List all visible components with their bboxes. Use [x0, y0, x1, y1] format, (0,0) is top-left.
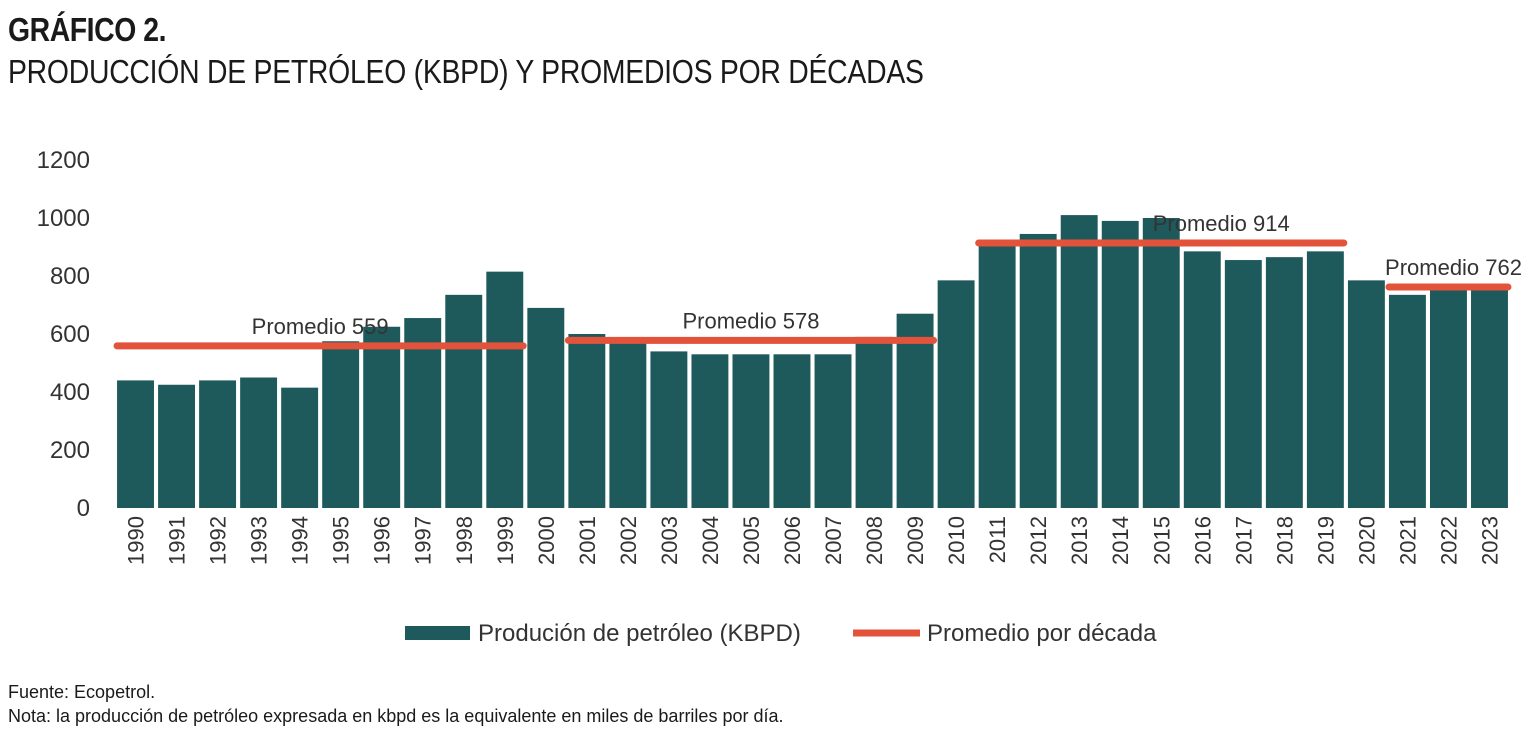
bars-group: [117, 215, 1508, 508]
bar-2014: [1101, 220, 1139, 508]
bar-1990: [117, 380, 154, 508]
x-tick-label: 2013: [1067, 516, 1092, 565]
y-tick-label: 400: [50, 379, 90, 406]
legend: Produción de petróleo (KBPD) Promedio por…: [405, 620, 1157, 647]
x-tick-label: 1994: [288, 516, 313, 565]
x-tick-label: 2012: [1026, 516, 1051, 565]
bar-1999: [486, 271, 524, 508]
x-tick-label: 2017: [1231, 516, 1256, 565]
x-tick-label: 2014: [1108, 516, 1133, 565]
bar-1992: [199, 380, 237, 508]
bar-2012: [1019, 233, 1057, 508]
x-tick-label: 2021: [1395, 516, 1420, 565]
x-tick-label: 1996: [370, 516, 395, 565]
x-tick-label: 1999: [493, 516, 518, 565]
average-label: Promedio 559: [252, 314, 389, 339]
x-tick-label: 1998: [452, 516, 477, 565]
y-tick-label: 800: [50, 263, 90, 290]
y-tick-label: 200: [50, 437, 90, 464]
x-tick-label: 1990: [124, 516, 149, 565]
x-tick-label: 2010: [944, 516, 969, 565]
y-tick-label: 1200: [37, 147, 90, 174]
bar-2010: [937, 280, 975, 508]
x-tick-label: 2022: [1436, 516, 1461, 565]
average-label: Promedio 578: [682, 308, 819, 333]
x-tick-label: 2001: [575, 516, 600, 565]
legend-label-bars: Produción de petróleo (KBPD): [478, 620, 801, 647]
x-tick-label: 2018: [1272, 516, 1297, 565]
bar-1998: [445, 294, 483, 508]
legend-label-average: Promedio por década: [927, 620, 1157, 647]
y-axis: 0 200 400 600 800 1000 1200: [37, 147, 90, 522]
bar-2020: [1347, 280, 1385, 508]
bar-1995: [322, 341, 360, 508]
x-tick-label: 2023: [1477, 516, 1502, 565]
y-tick-label: 1000: [37, 205, 90, 232]
x-tick-label: 2004: [698, 516, 723, 565]
x-tick-label: 1992: [206, 516, 231, 565]
bar-2021: [1388, 294, 1426, 508]
y-tick-label: 600: [50, 321, 90, 348]
chart-number-label: GRÁFICO 2.: [8, 11, 167, 48]
bar-2015: [1142, 218, 1180, 508]
bar-2003: [650, 351, 688, 508]
average-label: Promedio 914: [1153, 211, 1290, 236]
bar-2016: [1183, 251, 1221, 508]
bar-2002: [609, 341, 647, 508]
x-tick-label: 2002: [616, 516, 641, 565]
bar-2008: [855, 336, 893, 508]
x-tick-label: 1997: [411, 516, 436, 565]
bar-2004: [691, 354, 729, 508]
x-tick-label: 1993: [247, 516, 272, 565]
bar-2023: [1471, 284, 1508, 508]
bar-2005: [732, 354, 770, 508]
bar-1993: [240, 377, 278, 508]
average-lines-group: Promedio 559 Promedio 578 Promedio 914 Prom…: [113, 211, 1522, 350]
x-axis: 1990 1991 1992 1993 1994 1995 1996 1997 1998 1999…: [124, 516, 1503, 565]
bar-2022: [1429, 290, 1467, 508]
x-tick-label: 1991: [165, 516, 190, 565]
x-tick-label: 2008: [862, 516, 887, 565]
bar-2000: [527, 307, 565, 508]
bar-2017: [1224, 260, 1262, 508]
x-tick-label: 2015: [1149, 516, 1174, 565]
bar-1996: [363, 326, 401, 508]
x-tick-label: 2007: [821, 516, 846, 565]
x-tick-label: 2000: [534, 516, 559, 565]
x-tick-label: 1995: [329, 516, 354, 565]
x-tick-label: 2016: [1190, 516, 1215, 565]
x-tick-label: 2006: [780, 516, 805, 565]
x-tick-label: 2019: [1313, 516, 1338, 565]
bar-1991: [158, 384, 196, 508]
bar-2001: [568, 334, 606, 508]
average-label: Promedio 762: [1385, 255, 1522, 280]
legend-swatch-bars: [405, 626, 470, 640]
x-tick-label: 2020: [1354, 516, 1379, 565]
explanatory-note: Nota: la producción de petróleo expresad…: [8, 706, 784, 726]
bar-2009: [896, 313, 934, 508]
bar-2019: [1306, 251, 1344, 508]
source-note: Fuente: Ecopetrol.: [8, 682, 156, 702]
bar-2007: [814, 354, 852, 508]
x-tick-label: 2011: [985, 516, 1010, 563]
chart-title: PRODUCCIÓN DE PETRÓLEO (KBPD) Y PROMEDIO…: [8, 53, 924, 90]
bar-1997: [404, 318, 442, 508]
footnotes: Fuente: Ecopetrol. Nota: la producción d…: [8, 680, 784, 728]
bar-2006: [773, 354, 811, 508]
x-tick-label: 2003: [657, 516, 682, 565]
x-tick-label: 2009: [903, 516, 928, 565]
x-tick-label: 2005: [739, 516, 764, 565]
y-tick-label: 0: [77, 495, 90, 522]
bar-1994: [281, 387, 319, 508]
bar-2011: [978, 241, 1016, 508]
bar-2018: [1265, 257, 1303, 508]
bar-2013: [1060, 215, 1098, 508]
chart-title-block: GRÁFICO 2. PRODUCCIÓN DE PETRÓLEO (KBPD)…: [8, 10, 1073, 94]
